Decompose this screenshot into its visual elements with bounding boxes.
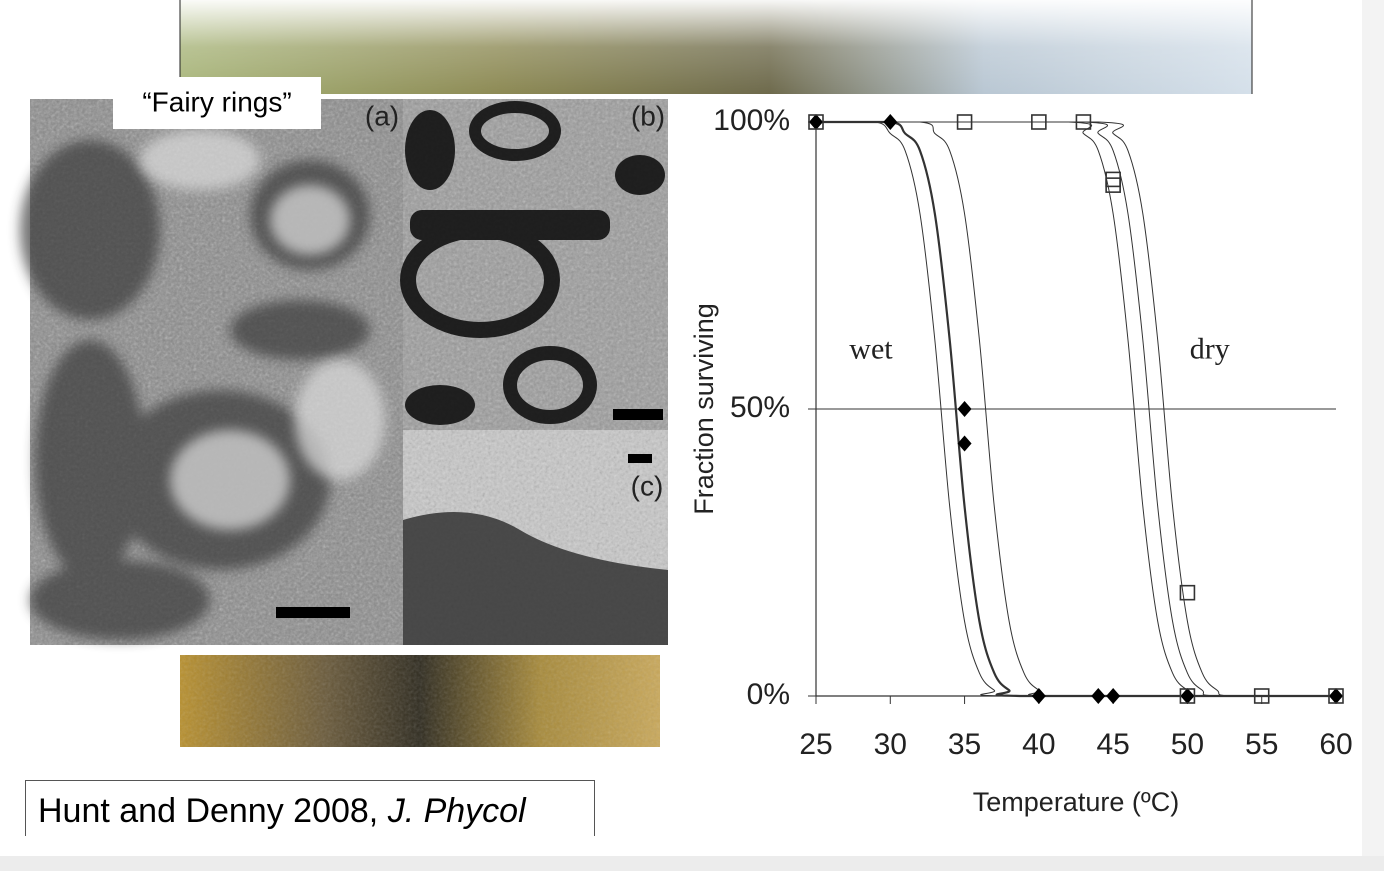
bottom-photo	[180, 655, 660, 747]
diamond-point	[957, 401, 972, 417]
photo-a	[20, 99, 403, 645]
square-point	[1179, 688, 1196, 704]
photo-b	[400, 99, 668, 430]
banner-photo	[179, 0, 1253, 94]
fit-curve	[816, 120, 1336, 698]
diamond-point	[1091, 688, 1106, 704]
diamond-point	[1180, 688, 1195, 704]
y-tick-label: 50%	[730, 391, 790, 424]
label-box	[113, 77, 321, 129]
y-tick-label: 100%	[713, 104, 790, 137]
slide-edge	[0, 856, 1384, 871]
square-point	[1031, 114, 1047, 130]
slide-edge	[1362, 0, 1384, 871]
photo-label: “Fairy rings”	[142, 86, 291, 117]
fit-curve	[816, 121, 1336, 697]
citation: Hunt and Denny 2008, J. Phycol	[25, 780, 595, 836]
diamond-point	[957, 435, 972, 452]
x-tick-label: 40	[1022, 728, 1055, 761]
panel-label: (a)	[365, 100, 399, 131]
x-tick-label: 55	[1245, 728, 1278, 761]
square-point	[1075, 114, 1092, 130]
diamond-point	[883, 114, 898, 130]
square-point	[1105, 177, 1121, 193]
y-axis-label: Fraction surviving	[689, 303, 719, 515]
panel-label: (b)	[631, 100, 665, 131]
diamond-point	[1329, 688, 1343, 704]
x-tick-label: 35	[948, 728, 981, 761]
x-tick-label: 30	[874, 728, 907, 761]
x-tick-label: 50	[1171, 728, 1204, 761]
square-point	[808, 114, 824, 130]
y-tick-label: 0%	[747, 678, 790, 711]
diamond-point	[1031, 688, 1046, 704]
annotation: wet	[849, 332, 893, 365]
x-tick-label: 25	[799, 728, 832, 761]
fit-curve	[816, 121, 1336, 697]
square-point	[956, 114, 973, 130]
square-point	[1253, 688, 1270, 704]
citation-authors: Hunt and Denny 2008,	[38, 792, 388, 830]
x-axis-label: Temperature (ºC)	[973, 787, 1179, 817]
panel-label: (c)	[631, 470, 664, 501]
annotation: dry	[1190, 332, 1230, 365]
x-tick-label: 60	[1319, 728, 1352, 761]
square-point	[1105, 171, 1121, 188]
x-tick-label: 45	[1096, 728, 1129, 761]
citation-journal: J. Phycol	[387, 792, 526, 830]
square-point	[1179, 584, 1196, 601]
diamond-point	[809, 114, 823, 130]
square-point	[1328, 688, 1344, 704]
diamond-point	[1106, 688, 1121, 704]
photo-c	[403, 430, 668, 645]
fit-curve	[816, 121, 1336, 697]
